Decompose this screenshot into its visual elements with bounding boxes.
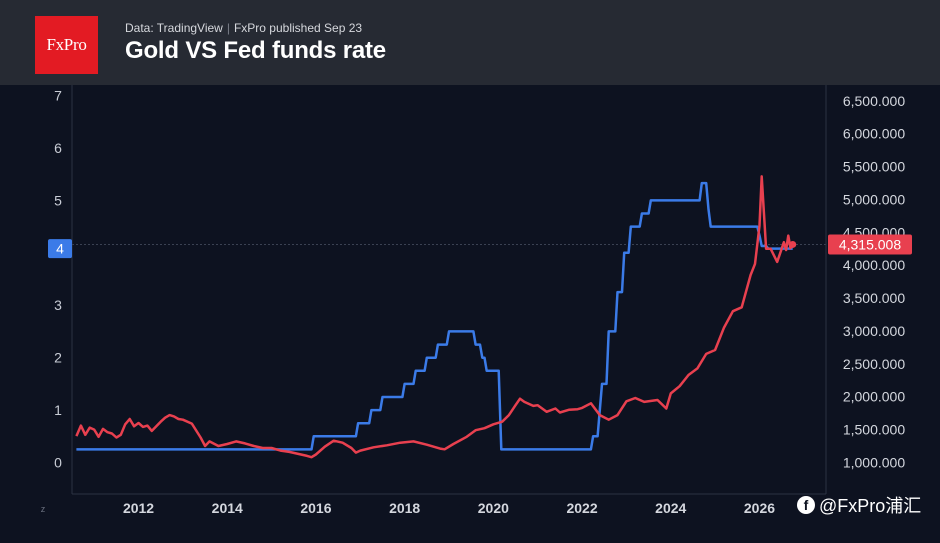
fed-funds-rate-line	[76, 181, 793, 451]
chart-title: Gold VS Fed funds rate	[125, 37, 386, 64]
gold-price-line	[75, 175, 794, 459]
data-source-line: Data: TradingView | FxPro published Sep 23	[125, 21, 362, 35]
right-tick-label: 3,000.000	[843, 323, 905, 339]
right-tick-label: 2,000.000	[843, 389, 905, 405]
current-rate-badge: 4	[48, 239, 72, 259]
left-tick-label: 1	[54, 402, 62, 418]
x-tick-label: 2018	[389, 500, 420, 516]
chart-area: 0 1 2 3 4 5 6 7 1,000.000 1,500.000 2,000.000 2,50…	[0, 85, 940, 538]
current-gold-badge: 4,315.008	[828, 234, 912, 255]
left-tick-label: 2	[54, 350, 62, 366]
right-tick-label: 6,000.000	[843, 126, 905, 142]
fxpro-logo[interactable]: FxPro	[35, 16, 98, 74]
gold-last-point	[789, 240, 797, 248]
x-tick-label: 2020	[478, 500, 509, 516]
right-tick-label: 5,000.000	[843, 191, 905, 207]
x-tick-label: 2012	[123, 500, 154, 516]
chart-header: FxPro Data: TradingView | FxPro published …	[0, 0, 940, 85]
left-tick-label: 3	[54, 297, 62, 313]
watermark-text: @FxPro浦汇	[819, 496, 922, 516]
right-tick-label: 5,500.000	[843, 159, 905, 175]
left-tick-label: 7	[54, 87, 62, 103]
left-tick-label: 5	[54, 192, 62, 208]
weibo-watermark: f @FxPro浦汇	[797, 492, 921, 518]
axis-corner-label: z	[41, 504, 46, 514]
chart-svg: 0 1 2 3 4 5 6 7 1,000.000 1,500.000 2,000.000 2,50…	[0, 85, 940, 538]
right-tick-label: 1,000.000	[843, 454, 905, 470]
x-tick-label: 2026	[744, 500, 775, 516]
x-axis-ticks: 2012 2014 2016 2018 2020 2022 2024 2026	[123, 500, 775, 516]
right-tick-label: 3,500.000	[843, 290, 905, 306]
right-tick-label: 6,500.000	[843, 93, 905, 109]
right-axis-ticks: 1,000.000 1,500.000 2,000.000 2,500.000 3,00…	[843, 93, 905, 471]
current-rate-label: 4	[56, 241, 64, 257]
current-gold-label: 4,315.008	[839, 236, 901, 252]
logo-text: FxPro	[46, 35, 87, 54]
source-separator: |	[226, 21, 230, 35]
right-tick-label: 4,000.000	[843, 257, 905, 273]
facebook-icon: f	[797, 496, 815, 514]
x-tick-label: 2014	[212, 500, 243, 516]
x-tick-label: 2022	[566, 500, 597, 516]
left-tick-label: 0	[54, 455, 62, 471]
right-tick-label: 2,500.000	[843, 356, 905, 372]
published-info: FxPro published Sep 23	[233, 21, 363, 35]
left-tick-label: 6	[54, 140, 62, 156]
right-tick-label: 1,500.000	[843, 422, 905, 438]
x-tick-label: 2024	[655, 500, 686, 516]
x-tick-label: 2016	[300, 500, 331, 516]
data-source: Data: TradingView	[125, 21, 223, 35]
